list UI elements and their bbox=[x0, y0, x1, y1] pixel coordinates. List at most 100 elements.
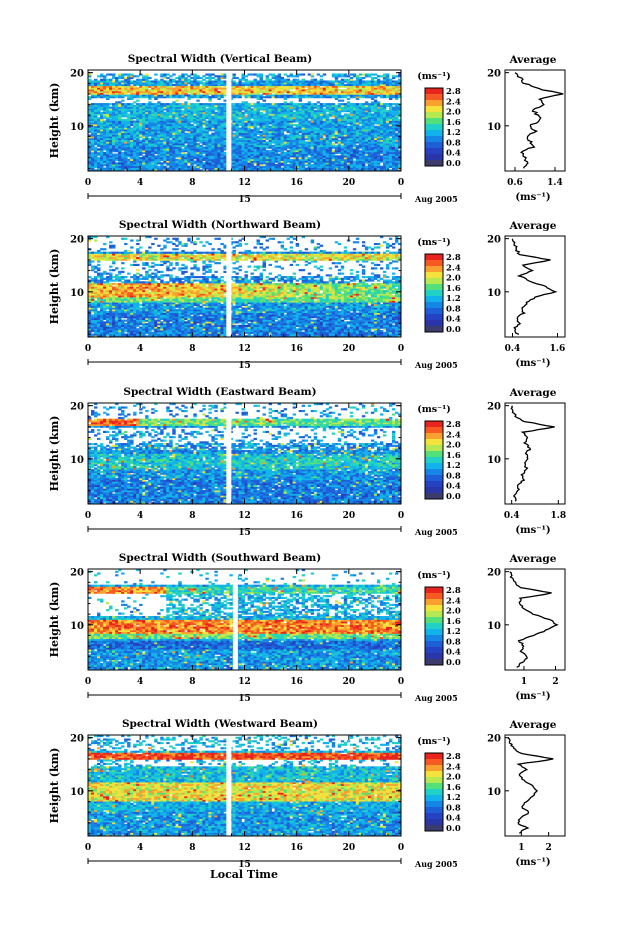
heatmap-cell bbox=[118, 73, 121, 75]
heatmap-cell bbox=[97, 103, 100, 105]
heatmap-cell bbox=[112, 73, 115, 75]
heatmap-cell bbox=[157, 166, 160, 168]
heatmap-cell bbox=[163, 166, 166, 168]
heatmap-cell bbox=[154, 155, 157, 157]
heatmap-cell bbox=[145, 73, 148, 75]
heatmap-cell bbox=[94, 103, 97, 105]
heatmap-cell bbox=[121, 119, 124, 121]
heatmap-cell bbox=[109, 79, 112, 81]
heatmap-cell bbox=[136, 100, 139, 102]
heatmap-cell bbox=[163, 103, 166, 105]
heatmap-cell bbox=[88, 96, 91, 98]
heatmap-cell bbox=[106, 79, 109, 81]
heatmap-cell bbox=[124, 77, 127, 79]
heatmap-cell bbox=[127, 159, 130, 161]
heatmap-cell bbox=[154, 79, 157, 81]
heatmap-cell bbox=[157, 101, 160, 103]
heatmap-cell bbox=[151, 80, 154, 82]
heatmap-cell bbox=[118, 80, 121, 82]
heatmap-cell bbox=[103, 75, 106, 77]
heatmap-cell bbox=[97, 157, 100, 159]
heatmap-cell bbox=[97, 117, 100, 119]
heatmap-cell bbox=[127, 114, 130, 116]
heatmap-cell bbox=[139, 103, 142, 105]
panels: Spectral Width (Vertical Beam)2010Height… bbox=[48, 53, 566, 870]
heatmap-cell bbox=[148, 77, 151, 79]
heatmap-cell bbox=[139, 157, 142, 159]
heatmap-cell bbox=[103, 103, 106, 105]
heatmap-cell bbox=[112, 80, 115, 82]
heatmap-cell bbox=[154, 73, 157, 75]
heatmap-cell bbox=[121, 73, 124, 75]
heatmap-cell bbox=[133, 121, 136, 123]
heatmap-cell bbox=[136, 103, 139, 105]
heatmap-cell bbox=[103, 121, 106, 123]
heatmap-cell bbox=[142, 103, 145, 105]
heatmap-cell bbox=[109, 107, 112, 109]
heatmap-cell bbox=[136, 75, 139, 77]
heatmap-cell bbox=[139, 140, 142, 142]
heatmap-cell bbox=[115, 77, 118, 79]
heatmap-cell bbox=[97, 80, 100, 82]
heatmap-cell bbox=[127, 73, 130, 75]
heatmap-cell bbox=[100, 73, 103, 75]
heatmap-cell bbox=[130, 86, 133, 88]
heatmap-cell bbox=[148, 80, 151, 82]
heatmap-cell bbox=[88, 79, 91, 81]
heatmap-cell bbox=[88, 73, 91, 75]
heatmap-cell bbox=[94, 79, 97, 81]
heatmap-cell bbox=[145, 103, 148, 105]
heatmap-cell bbox=[112, 103, 115, 105]
heatmap-cell bbox=[148, 89, 151, 91]
heatmap-cell bbox=[115, 162, 118, 164]
heatmap-cell bbox=[109, 73, 112, 75]
heatmap-cell bbox=[136, 79, 139, 81]
heatmap-cell bbox=[124, 103, 127, 105]
heatmap-cell bbox=[163, 112, 166, 114]
heatmap-cell bbox=[118, 101, 121, 103]
heatmap-cell bbox=[154, 103, 157, 105]
heatmap-cell bbox=[133, 105, 136, 107]
heatmap-cell bbox=[160, 79, 163, 81]
heatmap bbox=[88, 73, 401, 171]
heatmap-cell bbox=[160, 73, 163, 75]
heatmap-cell bbox=[130, 73, 133, 75]
heatmap-cell bbox=[121, 80, 124, 82]
heatmap-cell bbox=[106, 73, 109, 75]
heatmap-cell bbox=[112, 154, 115, 156]
heatmap-cell bbox=[133, 101, 136, 103]
panel-title: Spectral Width (Vertical Beam) bbox=[128, 53, 312, 65]
heatmap-cell bbox=[100, 103, 103, 105]
heatmap-cell bbox=[91, 80, 94, 82]
heatmap-cell bbox=[148, 101, 151, 103]
heatmap-cell bbox=[97, 148, 100, 150]
heatmap-cell bbox=[106, 103, 109, 105]
heatmap-cell bbox=[148, 138, 151, 140]
heatmap-cell bbox=[115, 101, 118, 103]
heatmap-cell bbox=[121, 100, 124, 102]
heatmap-cell bbox=[130, 127, 133, 129]
heatmap-cell bbox=[133, 80, 136, 82]
heatmap-cell bbox=[115, 154, 118, 156]
heatmap-cell bbox=[157, 80, 160, 82]
heatmap-cell bbox=[130, 103, 133, 105]
panel-0: Spectral Width (Vertical Beam)2010Height… bbox=[48, 53, 565, 205]
heatmap-cell bbox=[97, 75, 100, 77]
heatmap-cell bbox=[136, 87, 139, 89]
heatmap-cell bbox=[94, 147, 97, 149]
figure-canvas: Spectral Width (Vertical Beam)2010Height… bbox=[0, 0, 623, 929]
heatmap-cell bbox=[121, 103, 124, 105]
heatmap-cell bbox=[142, 155, 145, 157]
heatmap-cell bbox=[124, 119, 127, 121]
heatmap-cell bbox=[103, 152, 106, 154]
heatmap-cell bbox=[142, 75, 145, 77]
heatmap-cell bbox=[151, 103, 154, 105]
heatmap-cell bbox=[130, 80, 133, 82]
heatmap-cell bbox=[124, 73, 127, 75]
heatmap-cell bbox=[139, 79, 142, 81]
heatmap-cell bbox=[160, 103, 163, 105]
heatmap-cell bbox=[100, 112, 103, 114]
heatmap-cell bbox=[103, 168, 106, 170]
heatmap-cell bbox=[100, 79, 103, 81]
heatmap-cell bbox=[103, 94, 106, 96]
